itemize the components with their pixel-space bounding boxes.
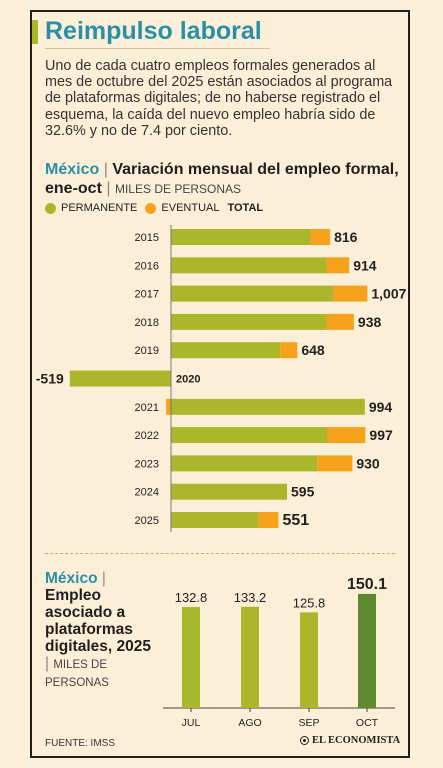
year-label-2018: 2018 (135, 317, 159, 329)
year-label-2017: 2017 (135, 289, 159, 301)
chart2-units-separator: | (45, 655, 50, 672)
total-label-2023: 930 (356, 455, 380, 471)
brand-name: EL ECONOMISTA (312, 735, 401, 746)
bar-eventual-2017 (333, 285, 368, 302)
total-label-2018: 938 (358, 314, 382, 330)
bar-jul (182, 607, 200, 708)
chart2-title: Empleo asociado a plataformas digitales, (45, 587, 133, 655)
chart2-heading: México | Empleo asociado a plataformas d… (45, 570, 155, 691)
chart2-separator: | (101, 570, 106, 587)
bar-eventual-2021 (166, 398, 171, 415)
bar-eventual-2019 (280, 342, 298, 359)
legend-permanent-label: PERMANENTE (61, 202, 138, 214)
month-label-ago: AGO (238, 717, 261, 729)
bar-permanent-2022 (171, 427, 327, 444)
bar-eventual-2018 (326, 313, 354, 330)
bar-oct (358, 593, 376, 708)
bar-eventual-2016 (326, 257, 350, 274)
bar-permanent-2019 (171, 342, 281, 359)
bar-permanent-2025 (171, 512, 259, 528)
year-label-2023: 2023 (135, 458, 159, 470)
value-label-oct: 150.1 (347, 576, 387, 593)
title-underline (45, 48, 270, 49)
bar-sep (300, 612, 318, 708)
value-label-sep: 125.8 (293, 595, 326, 610)
bar-permanent-2021 (171, 398, 365, 415)
month-label-sep: SEP (298, 717, 319, 729)
year-label-2016: 2016 (135, 260, 159, 272)
chart1-separator: | (103, 161, 108, 178)
chart2-year: 2025 (116, 638, 151, 655)
year-label-2020: 2020 (176, 374, 200, 386)
chart1-country: México (45, 161, 100, 178)
bar-permanent-2023 (171, 455, 318, 472)
legend-permanent-swatch (45, 202, 56, 214)
brand-logo-icon (300, 736, 309, 745)
month-label-jul: JUL (182, 717, 201, 729)
chart2-units: MILES DE PERSONAS (45, 659, 109, 689)
bar-permanent-2018 (171, 313, 327, 330)
year-label-2019: 2019 (135, 345, 159, 357)
month-label-oct: OCT (356, 717, 379, 729)
chart1-units-separator: | (106, 180, 111, 197)
chart1-title: Variación mensual del empleo formal, ene… (45, 161, 399, 197)
intro-paragraph: Uno de cada cuatro empleos formales gene… (45, 58, 393, 139)
year-label-2021: 2021 (135, 402, 159, 414)
bar-permanent-2020 (69, 370, 171, 387)
legend-eventual-swatch (145, 202, 157, 214)
chart1-units: MILES DE PERSONAS (114, 182, 242, 196)
bar-permanent-2016 (171, 257, 327, 274)
chart2-country: México (45, 570, 98, 587)
bar-permanent-2024 (171, 483, 288, 500)
legend-permanent: PERMANENTE (45, 202, 137, 214)
total-label-2020: -519 (36, 371, 64, 387)
year-label-2025: 2025 (135, 515, 159, 527)
legend-eventual: EVENTUAL (145, 202, 219, 214)
bar-eventual-2025 (258, 512, 279, 528)
bar-permanent-2015 (171, 229, 311, 245)
total-label-2024: 595 (291, 484, 315, 500)
total-label-2017: 1,007 (371, 286, 406, 302)
total-label-2021: 994 (369, 399, 393, 415)
chart1-heading: México | Variación mensual del empleo fo… (45, 160, 400, 199)
bar-eventual-2023 (317, 455, 353, 472)
source-note: FUENTE: IMSS (45, 738, 116, 749)
chart1-legend: PERMANENTE EVENTUAL TOTAL (45, 200, 271, 216)
bar-eventual-2015 (310, 229, 331, 245)
legend-eventual-label: EVENTUAL (161, 202, 220, 214)
total-label-2016: 914 (353, 257, 377, 273)
total-label-2022: 997 (369, 427, 393, 443)
section-divider (45, 553, 395, 554)
bar-ago (241, 606, 259, 708)
year-label-2022: 2022 (135, 430, 159, 442)
year-label-2015: 2015 (135, 232, 159, 244)
bar-eventual-2022 (327, 427, 366, 444)
value-label-ago: 133.2 (234, 590, 267, 605)
total-label-2015: 816 (334, 229, 358, 245)
publisher-brand: EL ECONOMISTA (300, 735, 400, 746)
value-label-jul: 132.8 (175, 590, 208, 605)
page-title: Reimpulso laboral (45, 17, 262, 45)
total-label-2025: 551 (282, 512, 309, 529)
bar-permanent-2017 (171, 285, 334, 302)
total-label-2019: 648 (301, 342, 325, 358)
legend-total-label: TOTAL (227, 202, 264, 214)
year-label-2024: 2024 (135, 487, 159, 499)
title-accent-bar (32, 20, 38, 44)
